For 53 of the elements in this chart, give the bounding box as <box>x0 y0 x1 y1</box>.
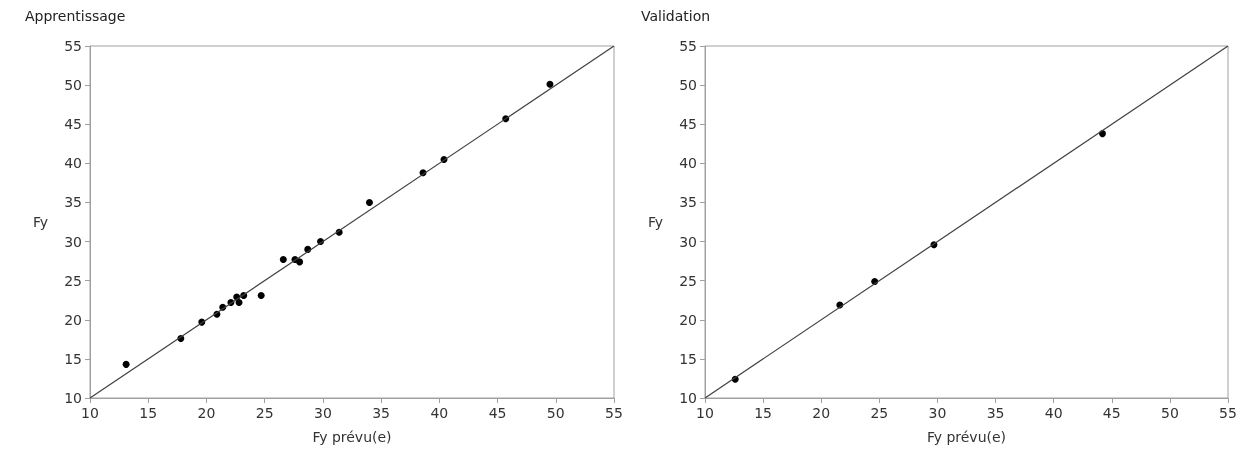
x-tick-label: 15 <box>139 405 158 421</box>
x-axis-title: Fy prévu(e) <box>926 429 1007 445</box>
point <box>296 258 304 266</box>
x-tick-label: 10 <box>696 405 714 421</box>
x-tick-label: 35 <box>372 405 391 421</box>
y-tick-label: 20 <box>679 311 697 328</box>
x-tick-label: 40 <box>430 405 449 421</box>
y-tick-label: 40 <box>679 155 697 172</box>
y-tick-label: 45 <box>64 116 82 133</box>
x-axis-title: Fy prévu(e) <box>312 429 392 445</box>
y-tick-label: 25 <box>679 272 697 289</box>
y-tick-label: 35 <box>679 194 697 211</box>
y-tick-label: 10 <box>679 390 697 406</box>
x-tick-label: 35 <box>986 405 1005 421</box>
x-tick-label: 25 <box>255 405 274 421</box>
x-tick-label: 25 <box>870 405 889 421</box>
y-tick-label: 45 <box>679 116 697 133</box>
x-tick-label: 55 <box>605 405 623 421</box>
y-tick-label: 30 <box>679 233 697 250</box>
y-tick-label: 50 <box>679 77 697 94</box>
x-tick-label: 55 <box>1219 405 1237 421</box>
x-tick-label: 30 <box>928 405 947 421</box>
y-axis-title: Fy <box>647 214 663 230</box>
y-tick-label: 15 <box>679 350 697 367</box>
x-tick-label: 45 <box>1102 405 1121 421</box>
point <box>235 299 243 307</box>
y-tick-label: 40 <box>64 155 82 172</box>
x-tick-label: 30 <box>313 405 332 421</box>
y-tick-label: 50 <box>64 77 82 94</box>
point <box>122 360 130 368</box>
y-tick-label: 55 <box>64 38 82 54</box>
x-tick-label: 50 <box>1160 405 1179 421</box>
x-tick-label: 40 <box>1044 405 1063 421</box>
y-tick-label: 30 <box>64 233 82 250</box>
x-tick-label: 20 <box>197 405 216 421</box>
y-tick-label: 15 <box>64 350 82 367</box>
y-tick-label: 55 <box>679 38 697 54</box>
point <box>365 198 373 206</box>
chart-title: Apprentissage <box>25 8 126 24</box>
y-axis-title: Fy <box>32 214 48 230</box>
x-tick-label: 15 <box>754 405 773 421</box>
y-tick-label: 20 <box>64 311 82 328</box>
y-tick-label: 10 <box>64 390 82 406</box>
x-tick-label: 45 <box>488 405 507 421</box>
x-tick-label: 10 <box>81 405 99 421</box>
point <box>279 256 287 264</box>
y-tick-label: 25 <box>64 272 82 289</box>
chart-title: Validation <box>641 8 711 24</box>
point <box>257 292 265 300</box>
x-tick-label: 20 <box>812 405 831 421</box>
y-tick-label: 35 <box>64 194 82 211</box>
x-tick-label: 50 <box>546 405 565 421</box>
point <box>546 80 554 88</box>
